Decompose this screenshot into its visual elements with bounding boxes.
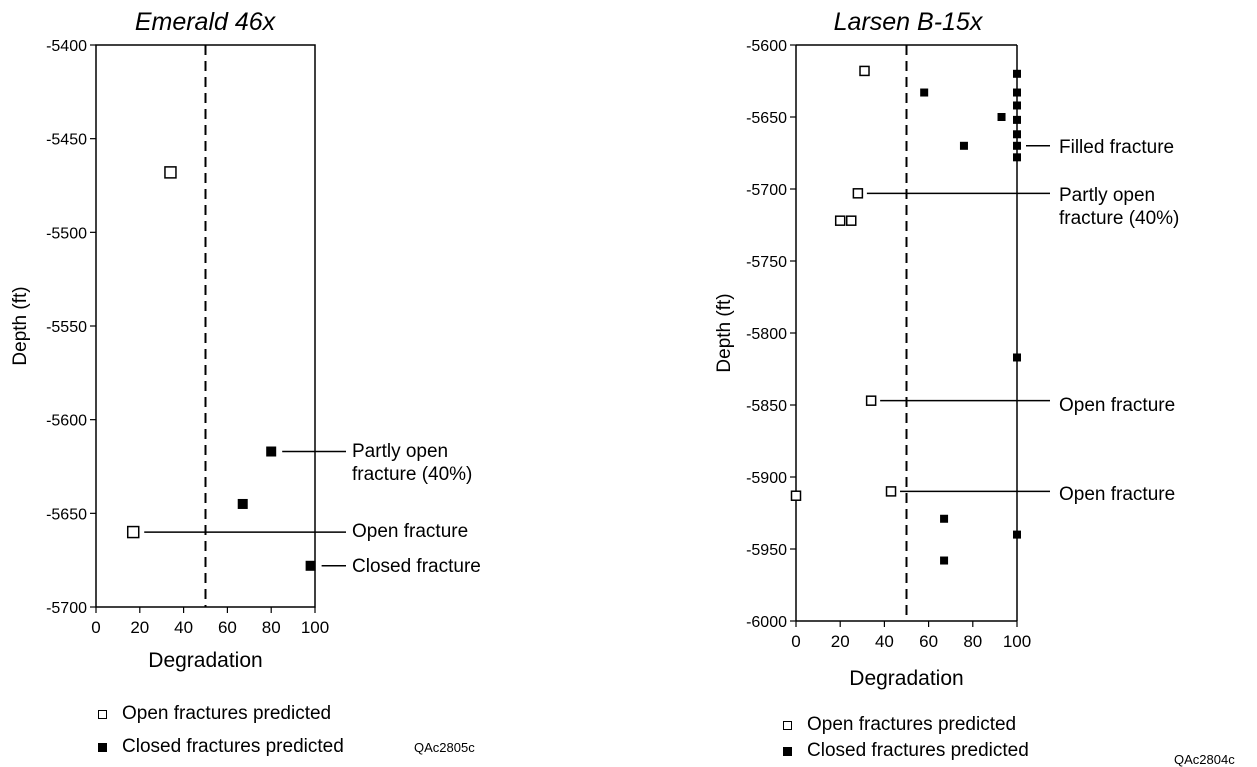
chart2-closed-fracture-point bbox=[1013, 141, 1021, 150]
open-square-icon bbox=[98, 709, 107, 719]
chart2-closed-fracture-point bbox=[940, 556, 949, 565]
chart2-closed-fracture-point bbox=[1013, 353, 1021, 362]
legend-left-closed: Closed fractures predicted bbox=[98, 736, 344, 758]
chart2-title: Larsen B-15x bbox=[834, 8, 984, 36]
chart1-y-tick-label: -5400 bbox=[46, 38, 87, 55]
chart2-annotation-label: Open fracture bbox=[1059, 484, 1175, 505]
chart1-x-tick-label: 100 bbox=[301, 618, 329, 637]
chart2-y-tick-label: -5800 bbox=[746, 326, 787, 343]
chart2-y-tick-label: -5700 bbox=[746, 182, 787, 199]
chart1-x-axis-label: Degradation bbox=[148, 649, 262, 672]
chart1-y-tick-label: -5700 bbox=[46, 600, 87, 617]
chart2-closed-fracture-point bbox=[959, 141, 968, 150]
chart1-y-tick-label: -5500 bbox=[46, 225, 87, 242]
chart2-annotation-label: Filled fracture bbox=[1059, 137, 1174, 158]
chart2-closed-fracture-point bbox=[1013, 88, 1021, 97]
chart1-y-tick-label: -5600 bbox=[46, 413, 87, 430]
chart1-annotation-label: Partly open bbox=[352, 441, 448, 462]
figure-code-left: QAc2805c bbox=[414, 740, 475, 755]
figure-code-right: QAc2804c bbox=[1174, 752, 1235, 767]
chart2-closed-fracture-point bbox=[1013, 115, 1021, 124]
chart2-x-axis-label: Degradation bbox=[849, 667, 963, 690]
chart2-x-tick-label: 100 bbox=[1003, 632, 1031, 651]
chart1-x-tick-label: 40 bbox=[174, 618, 193, 637]
chart2-x-tick-label: 0 bbox=[791, 632, 800, 651]
chart2-x-tick-label: 40 bbox=[875, 632, 894, 651]
legend-right-open-label: Open fractures predicted bbox=[807, 714, 1017, 735]
chart2-closed-fracture-point bbox=[940, 514, 949, 523]
legend-right-closed-label: Closed fractures predicted bbox=[807, 740, 1029, 761]
chart2-closed-fracture-point bbox=[1013, 69, 1021, 78]
legend-right-open: Open fractures predicted bbox=[783, 714, 1016, 736]
chart1-y-tick-label: -5550 bbox=[46, 319, 87, 336]
chart2-closed-fracture-point bbox=[920, 88, 929, 97]
chart2-open-fracture-point bbox=[790, 490, 802, 501]
chart1-closed-fracture-point bbox=[237, 498, 248, 509]
chart1-x-tick-label: 80 bbox=[262, 618, 281, 637]
chart1-y-tick-label: -5450 bbox=[46, 132, 87, 149]
chart2-closed-fracture-point bbox=[1013, 153, 1021, 162]
chart2-open-fracture-point bbox=[859, 65, 870, 77]
chart1-x-tick-label: 60 bbox=[218, 618, 237, 637]
chart2-annotation-label: fracture (40%) bbox=[1059, 208, 1179, 229]
filled-square-icon bbox=[783, 746, 792, 756]
chart1-x-tick-label: 0 bbox=[91, 618, 100, 637]
chart2-y-tick-label: -5650 bbox=[746, 110, 787, 127]
chart2-y-tick-label: -5900 bbox=[746, 470, 787, 487]
chart2-x-tick-label: 80 bbox=[963, 632, 982, 651]
legend-left-open: Open fractures predicted bbox=[98, 703, 331, 725]
chart2-x-tick-label: 20 bbox=[831, 632, 850, 651]
chart2-y-tick-label: -5950 bbox=[746, 542, 787, 559]
chart2-closed-fracture-point bbox=[997, 113, 1006, 121]
chart1-closed-fracture-point bbox=[266, 446, 277, 457]
chart1-y-tick-label: -5650 bbox=[46, 506, 87, 523]
chart2-closed-fracture-point bbox=[1013, 530, 1021, 539]
chart2-closed-fracture-point bbox=[1013, 101, 1021, 110]
chart2-y-tick-label: -5750 bbox=[746, 254, 787, 271]
filled-square-icon bbox=[98, 742, 107, 752]
chart1-open-fracture-point bbox=[126, 525, 140, 539]
chart2-y-tick-label: -5850 bbox=[746, 398, 787, 415]
chart1-annotation-label: fracture (40%) bbox=[352, 464, 472, 485]
legend-right-closed: Closed fractures predicted bbox=[783, 740, 1029, 762]
chart2-open-fracture-point bbox=[885, 486, 897, 497]
chart1-open-fracture-point bbox=[164, 166, 177, 179]
open-square-icon bbox=[783, 720, 792, 730]
chart2-closed-fracture-point bbox=[1013, 130, 1021, 139]
chart2-open-fracture-point bbox=[852, 188, 864, 199]
legend-left-closed-label: Closed fractures predicted bbox=[122, 736, 344, 757]
chart2-annotation-label: Partly open bbox=[1059, 185, 1155, 206]
chart1-annotation-label: Closed fracture bbox=[352, 556, 481, 577]
chart1-y-axis-label: Depth (ft) bbox=[10, 286, 31, 365]
chart2-open-fracture-point bbox=[865, 395, 877, 406]
chart2-x-tick-label: 60 bbox=[919, 632, 938, 651]
chart1-closed-fracture-point bbox=[305, 560, 316, 571]
chart2-open-fracture-point bbox=[834, 215, 846, 226]
chart2-y-tick-label: -5600 bbox=[746, 38, 787, 55]
legend-left-open-label: Open fractures predicted bbox=[122, 703, 332, 724]
chart2-y-axis-label: Depth (ft) bbox=[714, 293, 735, 372]
chart2-y-tick-label: -6000 bbox=[746, 614, 787, 631]
chart1-x-tick-label: 20 bbox=[130, 618, 149, 637]
chart2-open-fracture-point bbox=[846, 215, 857, 226]
chart2-annotation-label: Open fracture bbox=[1059, 395, 1175, 416]
chart1-title: Emerald 46x bbox=[135, 8, 277, 36]
chart1-annotation-label: Open fracture bbox=[352, 521, 468, 542]
